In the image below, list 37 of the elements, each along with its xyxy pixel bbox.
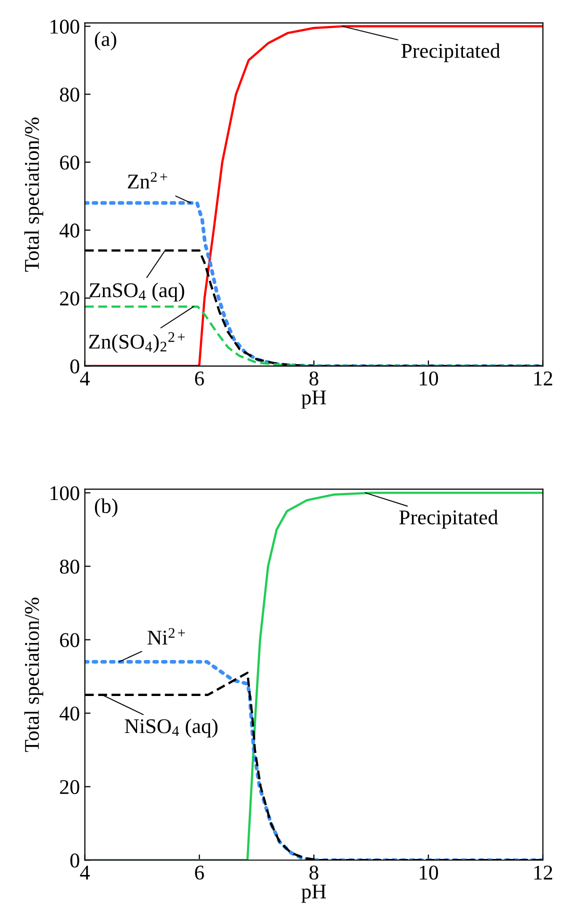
y-tick-label: 100 <box>50 20 80 34</box>
x-tick-label: 4 <box>80 866 90 880</box>
y-tick-label: 20 <box>60 291 80 306</box>
line-series <box>84 492 543 860</box>
x-tick-label: 12 <box>534 866 552 880</box>
annotation: Zn$^{2+}$ <box>128 172 168 188</box>
y-tick-label: 60 <box>60 633 80 648</box>
x-tick-label: 6 <box>195 372 204 386</box>
x-tick-label: 10 <box>420 371 438 386</box>
line-series <box>84 25 543 366</box>
x-tick-label: 6 <box>195 866 204 880</box>
x-tick-label: 8 <box>309 866 318 880</box>
y-tick-label: 80 <box>60 560 80 574</box>
y-tick-label: 80 <box>60 88 80 102</box>
x-axis-title: pH <box>301 390 326 409</box>
chart-title: (a) <box>94 31 116 50</box>
annotation: ZnSO$_{4}$ (aq) <box>90 282 184 302</box>
y-tick-label: 100 <box>50 486 80 500</box>
x-tick-label: 10 <box>420 866 438 880</box>
y-tick-label: 0 <box>70 359 80 374</box>
y-tick-label: 40 <box>60 224 80 238</box>
annotation: Ni$^{2+}$ <box>148 628 185 644</box>
annotation: NiSO$_{4}$ (aq) <box>124 718 218 738</box>
chart-title: (b) <box>94 498 118 518</box>
y-tick-label: 0 <box>70 854 80 868</box>
annotation: Precipitated <box>399 510 498 529</box>
x-tick-label: 8 <box>309 371 318 386</box>
x-tick-label: 12 <box>534 372 552 386</box>
x-axis-title: pH <box>301 884 326 903</box>
y-tick-label: 20 <box>60 780 80 794</box>
annotation: Precipitated <box>401 43 500 62</box>
y-axis-title: Total speciation/% <box>24 598 44 752</box>
x-tick-label: 4 <box>80 372 90 386</box>
y-tick-label: 60 <box>60 156 80 170</box>
y-axis-title: Total speciation/% <box>24 118 44 272</box>
annotation: Zn(SO$_{4}$)$_{2}$$^{2+}$ <box>89 332 185 353</box>
y-tick-label: 40 <box>60 706 80 721</box>
